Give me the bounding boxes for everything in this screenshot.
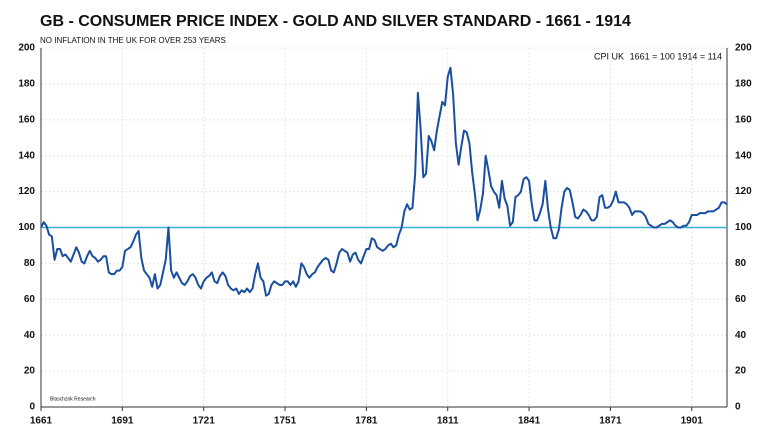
chart-title: GB - CONSUMER PRICE INDEX - GOLD AND SIL… — [40, 13, 631, 30]
y2-tick-label: 140 — [735, 150, 752, 161]
y2-tick-label: 0 — [735, 402, 741, 413]
x-tick-label: 1901 — [681, 416, 704, 427]
x-tick-label: 1661 — [30, 416, 53, 427]
y-tick-label: 100 — [18, 222, 35, 233]
x-tick-label: 1751 — [274, 416, 297, 427]
y2-tick-label: 80 — [735, 258, 747, 269]
y-tick-label: 80 — [24, 258, 36, 269]
y-tick-label: 180 — [18, 79, 35, 90]
x-tick-label: 1691 — [111, 416, 134, 427]
y-tick-label: 0 — [29, 402, 35, 413]
x-tick-label: 1721 — [193, 416, 216, 427]
y-tick-label: 200 — [18, 43, 35, 54]
y2-tick-label: 20 — [735, 366, 747, 377]
data-line — [40, 66, 728, 297]
y2-tick-label: 160 — [735, 114, 752, 125]
annotation: 1661 = 100 1914 = 114 — [630, 51, 722, 61]
y2-tick-label: 180 — [735, 79, 752, 90]
y-tick-label: 160 — [18, 114, 35, 125]
y2-tick-label: 100 — [735, 222, 752, 233]
y2-tick-label: 40 — [735, 330, 747, 341]
legend-label: CPI UK — [594, 51, 624, 61]
y-tick-label: 120 — [18, 186, 35, 197]
x-tick-label: 1841 — [518, 416, 541, 427]
y-tick-label: 40 — [24, 330, 36, 341]
y-tick-label: 140 — [18, 150, 35, 161]
source: Blaschzok Research — [50, 396, 96, 402]
y-tick-label: 60 — [24, 294, 36, 305]
y2-tick-label: 60 — [735, 294, 747, 305]
y-tick-label: 20 — [24, 366, 36, 377]
chart-subtitle: NO INFLATION IN THE UK FOR OVER 253 YEAR… — [40, 36, 226, 45]
x-tick-label: 1811 — [437, 416, 459, 427]
y2-tick-label: 200 — [735, 43, 752, 54]
x-tick-label: 1781 — [355, 416, 378, 427]
y2-tick-label: 120 — [735, 186, 752, 197]
x-tick-label: 1871 — [599, 416, 622, 427]
